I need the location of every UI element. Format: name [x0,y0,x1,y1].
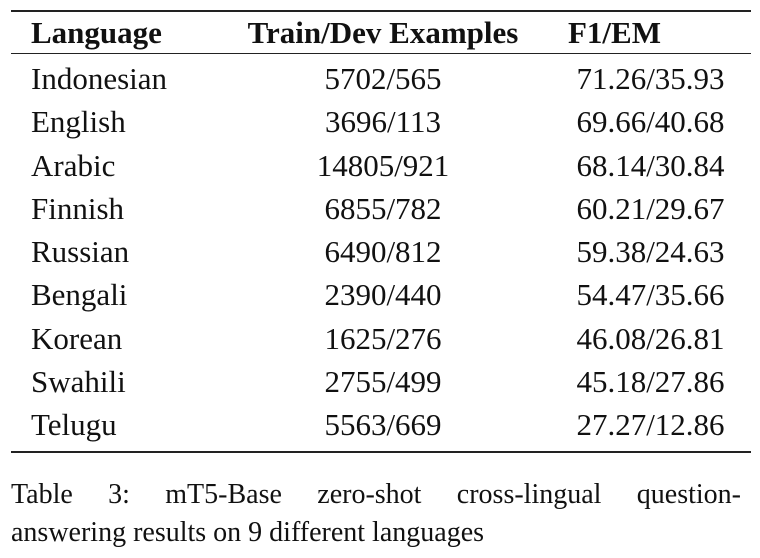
table-row: Swahili 2755/499 45.18/27.86 [11,360,751,403]
examples-cell: 2390/440 [324,277,442,313]
language-cell: Telugu [31,407,117,443]
language-cell: English [31,104,126,140]
header-f1em: F1/EM [568,14,661,50]
f1em-cell: 54.47/35.66 [576,277,725,313]
header-rule [11,52,751,54]
f1em-cell: 71.26/35.93 [576,60,725,96]
examples-cell: 2755/499 [324,364,442,399]
f1em-cell: 45.18/27.86 [576,364,725,399]
table-row: Indonesian 5702/565 71.26/35.93 [11,57,751,100]
language-cell: Finnish [31,190,125,226]
language-cell: Russian [31,234,130,270]
examples-cell: 6855/782 [324,190,442,226]
table-row: Bengali 2390/440 54.47/35.66 [11,273,751,316]
examples-cell: 14805/921 [316,147,450,183]
f1em-cell: 59.38/24.63 [576,234,725,270]
examples-cell: 5702/565 [324,60,442,96]
f1em-cell: 46.08/26.81 [576,320,725,356]
examples-cell: 1625/276 [324,320,442,356]
results-table: Language Train/Dev Examples F1/EM Indone… [11,10,751,454]
language-cell: Swahili [31,364,126,399]
table-row: Finnish 6855/782 60.21/29.67 [11,187,751,230]
table-row: Arabic 14805/921 68.14/30.84 [11,143,751,186]
examples-cell: 6490/812 [324,234,442,270]
f1em-cell: 60.21/29.67 [576,190,725,226]
table-row: Telugu 5563/669 27.27/12.86 [11,403,751,446]
top-rule [11,10,751,12]
table-row: English 3696/113 69.66/40.68 [11,100,751,143]
f1em-cell: 27.27/12.86 [576,407,725,443]
language-cell: Arabic [31,147,116,183]
table-header-row: Language Train/Dev Examples F1/EM [11,12,751,53]
caption-line: Table 3: mT5-Base zero-shot cross-lingua… [11,479,741,510]
examples-cell: 5563/669 [324,407,442,443]
table-row: Korean 1625/276 46.08/26.81 [11,317,751,360]
header-language: Language [31,14,162,50]
bottom-rule [11,451,751,454]
examples-cell: 3696/113 [325,104,441,140]
language-cell: Bengali [31,277,128,313]
f1em-cell: 68.14/30.84 [576,147,725,183]
table-body: Indonesian 5702/565 71.26/35.93 English … [11,54,751,452]
f1em-cell: 69.66/40.68 [576,104,725,140]
header-examples: Train/Dev Examples [247,14,519,50]
table-row: Russian 6490/812 59.38/24.63 [11,230,751,273]
caption-line: answering results on 9 different languag… [11,517,485,548]
language-cell: Indonesian [31,60,168,96]
table-caption: Table 3: mT5-Base zero-shot cross-lingua… [11,476,741,552]
language-cell: Korean [31,320,123,356]
